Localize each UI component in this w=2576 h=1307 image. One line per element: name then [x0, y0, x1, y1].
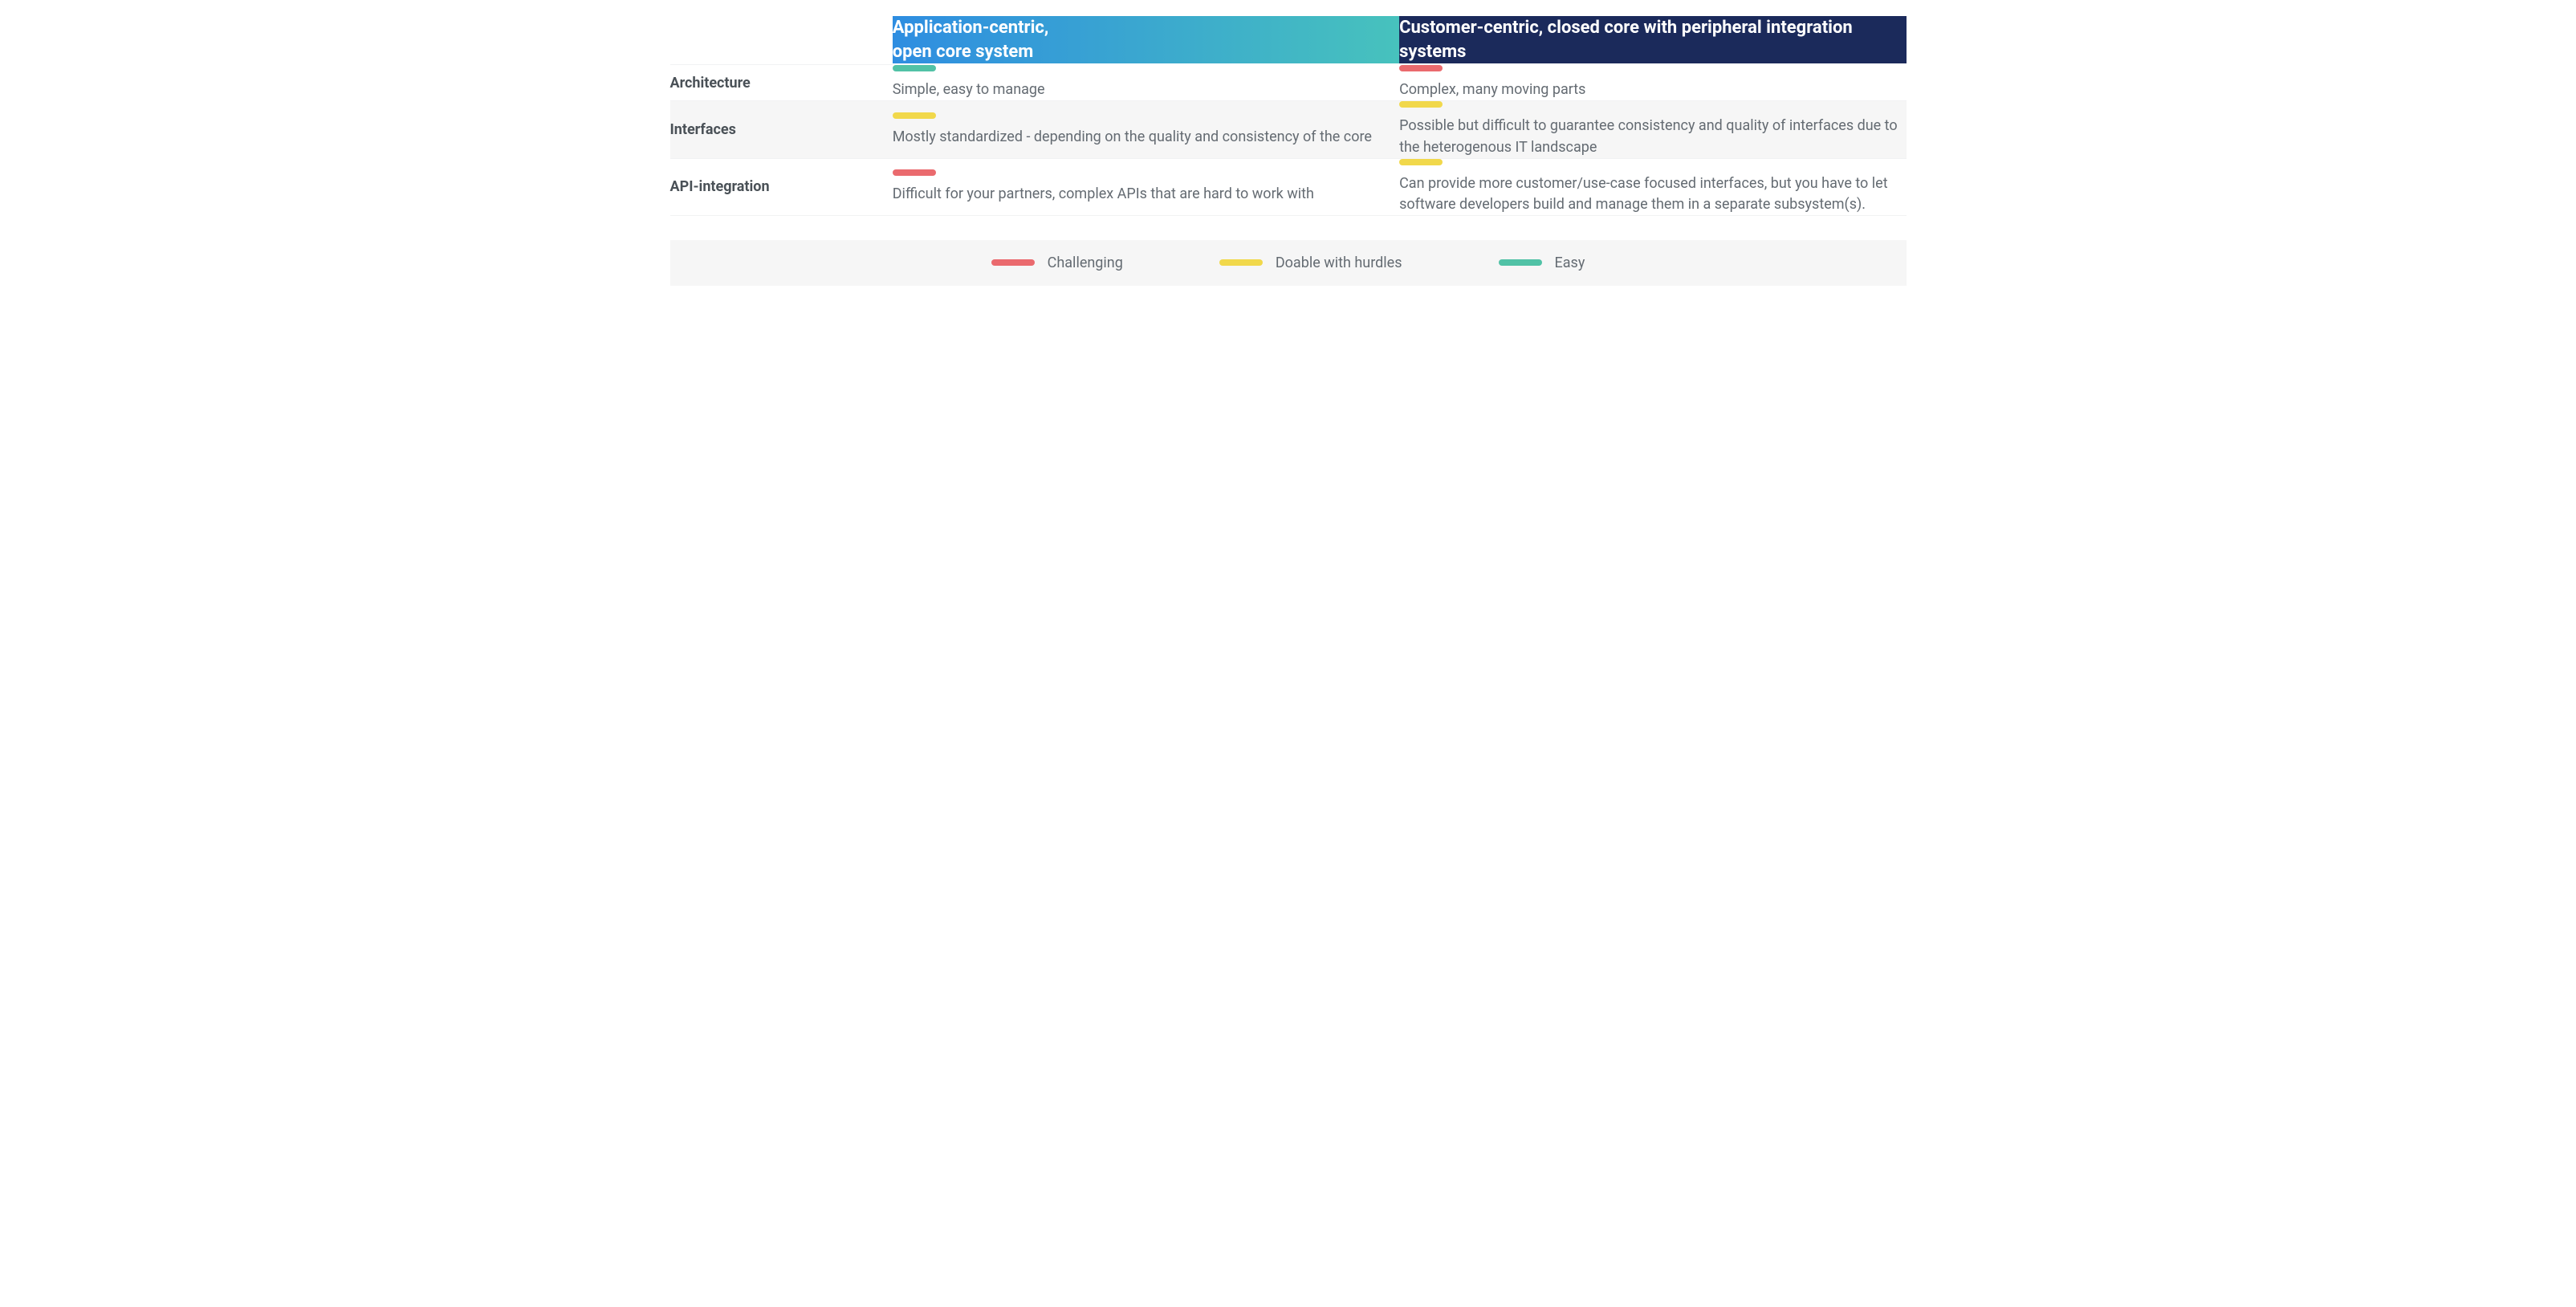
rating-pill-challenging: [1399, 65, 1443, 71]
table-cell: Mostly standardized - depending on the q…: [893, 101, 1399, 158]
cell-text: Complex, many moving parts: [1399, 79, 1906, 100]
table-body: ArchitectureSimple, easy to manageComple…: [670, 64, 1907, 215]
table-cell: Complex, many moving parts: [1399, 64, 1906, 101]
rating-pill-doable: [1399, 101, 1443, 108]
legend-label: Challenging: [1048, 254, 1123, 271]
legend-item-doable: Doable with hurdles: [1219, 254, 1402, 271]
table-cell: Difficult for your partners, complex API…: [893, 158, 1399, 215]
table-header-row: Application-centric,open core system Cus…: [670, 16, 1907, 64]
header-col-a-text: Application-centric,open core system: [893, 18, 1049, 62]
comparison-table: Application-centric,open core system Cus…: [670, 16, 1907, 216]
comparison-table-wrapper: Application-centric,open core system Cus…: [670, 16, 1907, 286]
row-label: Architecture: [670, 64, 893, 101]
table-row: ArchitectureSimple, easy to manageComple…: [670, 64, 1907, 101]
table-row: API-integrationDifficult for your partne…: [670, 158, 1907, 215]
legend-pill-easy: [1499, 259, 1542, 266]
legend-label: Doable with hurdles: [1276, 254, 1402, 271]
legend-item-easy: Easy: [1499, 254, 1585, 271]
table-cell: Can provide more customer/use-case focus…: [1399, 158, 1906, 215]
legend-bar: Challenging Doable with hurdles Easy: [670, 240, 1907, 286]
row-label: Interfaces: [670, 101, 893, 158]
legend-label: Easy: [1555, 254, 1585, 271]
row-label: API-integration: [670, 158, 893, 215]
header-col-b-text: Customer-centric, closed core with perip…: [1399, 18, 1853, 62]
cell-text: Difficult for your partners, complex API…: [893, 184, 1399, 205]
table-row: InterfacesMostly standardized - dependin…: [670, 101, 1907, 158]
legend-pill-doable: [1219, 259, 1263, 266]
cell-text: Mostly standardized - depending on the q…: [893, 127, 1399, 148]
header-col-a: Application-centric,open core system: [893, 16, 1399, 64]
legend-pill-challenging: [991, 259, 1035, 266]
rating-pill-challenging: [893, 169, 936, 176]
header-empty-cell: [670, 16, 893, 64]
table-cell: Possible but difficult to guarantee cons…: [1399, 101, 1906, 158]
header-col-b: Customer-centric, closed core with perip…: [1399, 16, 1906, 64]
table-cell: Simple, easy to manage: [893, 64, 1399, 101]
cell-text: Possible but difficult to guarantee cons…: [1399, 116, 1906, 157]
cell-text: Simple, easy to manage: [893, 79, 1399, 100]
rating-pill-doable: [1399, 159, 1443, 165]
cell-text: Can provide more customer/use-case focus…: [1399, 173, 1906, 215]
rating-pill-easy: [893, 65, 936, 71]
legend-item-challenging: Challenging: [991, 254, 1123, 271]
rating-pill-doable: [893, 112, 936, 119]
